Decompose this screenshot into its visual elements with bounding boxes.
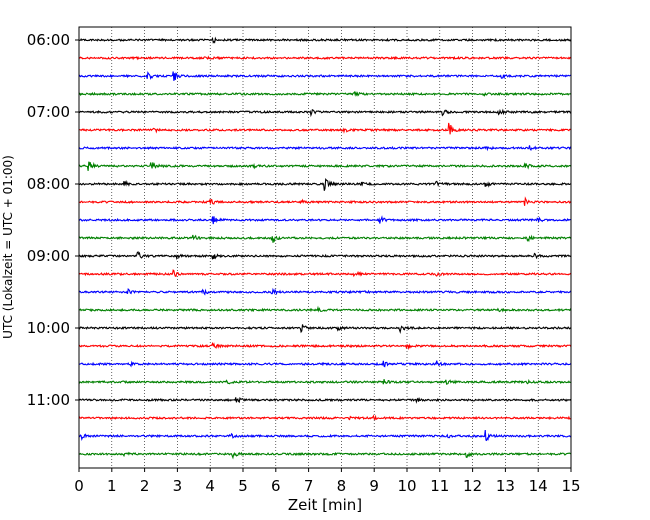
y-tick-label: 08:00 [27,175,70,193]
y-axis-label: UTC (Lokalzeit = UTC + 01:00) [1,155,15,339]
trace-line [78,360,572,368]
x-tick-label: 14 [529,477,548,495]
trace-line [78,71,572,81]
x-tick-label: 12 [463,477,482,495]
y-tick-label: 09:00 [27,247,70,265]
x-axis-label: Zeit [min] [288,496,362,514]
trace-line [78,414,572,421]
trace-line [78,341,572,351]
trace-line [78,196,572,206]
trace-line [78,145,572,152]
x-tick-label: 15 [561,477,580,495]
x-axis: 0 1 2 3 4 5 6 7 8 9 10 11 12 13 14 15 [74,468,581,495]
plot-area [79,27,571,468]
x-tick-label: 4 [205,477,215,495]
x-tick-label: 0 [74,477,84,495]
plot-frame [78,26,572,469]
trace-line [78,429,572,442]
trace-line [78,269,572,278]
trace-line [78,55,572,61]
trace-line [78,305,572,313]
trace-line [78,378,572,385]
x-tick-label: 8 [337,477,347,495]
trace-line [78,287,572,296]
trace-line [78,215,572,225]
trace-line [78,36,572,44]
x-tick-label: 1 [107,477,117,495]
x-tick-label: 3 [173,477,183,495]
trace-line [78,161,572,171]
x-tick-label: 13 [496,477,515,495]
x-tick-label: 10 [397,477,416,495]
trace-line [78,324,572,334]
x-tick-label: 9 [369,477,379,495]
trace-line [78,396,572,404]
x-tick-label: 7 [304,477,314,495]
trace-line [78,451,572,460]
trace-line [78,234,572,243]
y-tick-label: 06:00 [27,31,70,49]
y-tick-label: 07:00 [27,103,70,121]
y-tick-label: 11:00 [27,391,70,409]
y-axis: 06:00 07:00 08:00 09:00 10:00 11:00 [27,31,79,409]
trace-line [78,122,572,135]
trace-line [78,108,572,118]
x-tick-label: 11 [430,477,449,495]
trace-line [78,90,572,97]
trace-line [78,251,572,261]
x-tick-label: 6 [271,477,281,495]
x-tick-label: 2 [140,477,150,495]
y-tick-label: 10:00 [27,319,70,337]
trace-layer [78,36,572,460]
x-tick-label: 5 [238,477,248,495]
trace-line [78,177,572,191]
